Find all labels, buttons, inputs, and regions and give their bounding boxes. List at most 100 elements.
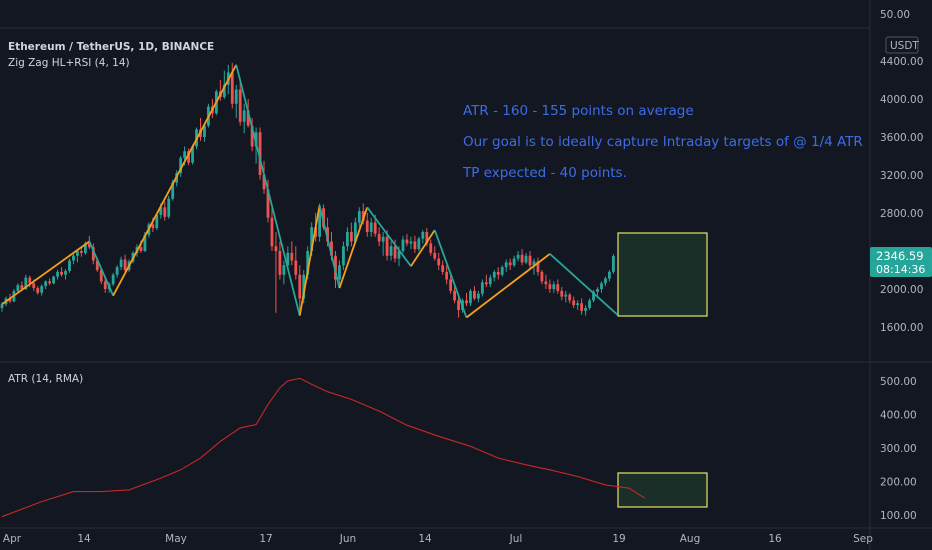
candle-body xyxy=(449,279,453,291)
candle-body xyxy=(294,260,298,275)
candle-body xyxy=(278,251,282,275)
zigzag-segment xyxy=(235,64,301,316)
candle-body xyxy=(532,261,536,266)
candle-body xyxy=(580,303,584,311)
candle-body xyxy=(326,227,329,242)
candle-body xyxy=(397,251,401,259)
target-box-price xyxy=(617,232,708,317)
time-tick-label: Aug xyxy=(680,533,701,545)
candle-body xyxy=(230,72,234,104)
zigzag-segment xyxy=(112,64,238,297)
candle-body xyxy=(465,300,468,304)
candle-body xyxy=(488,277,492,285)
candle-body xyxy=(600,283,603,289)
candle-body xyxy=(250,125,254,147)
candle-body xyxy=(453,290,456,301)
candle-body xyxy=(179,157,183,174)
candle-body xyxy=(111,274,115,285)
price-tick-label: 1600.00 xyxy=(880,322,923,334)
candle-body xyxy=(524,255,528,263)
candle-body xyxy=(24,277,28,289)
zigzag-segment xyxy=(465,253,551,319)
candle-body xyxy=(504,262,508,268)
time-tick-label: 14 xyxy=(77,533,91,545)
candle-body xyxy=(298,274,302,299)
candle-body xyxy=(373,222,377,234)
time-tick-label: Sep xyxy=(853,533,873,545)
candle-body xyxy=(353,222,357,242)
candle-body xyxy=(40,286,44,293)
zigzag-segment xyxy=(549,253,618,316)
candle-body xyxy=(560,290,564,297)
candle-body xyxy=(437,258,441,266)
candle-body xyxy=(588,300,591,308)
candle-body xyxy=(143,234,147,251)
price-tag-value: 2346.59 xyxy=(876,249,924,263)
candle-body xyxy=(68,260,71,271)
candle-body xyxy=(318,208,321,237)
candle-body xyxy=(44,281,48,287)
candle-body xyxy=(429,243,433,253)
price-tick-label: 4400.00 xyxy=(880,56,923,68)
candle-body xyxy=(64,270,67,275)
candle-body xyxy=(552,284,556,289)
zigzag-segment xyxy=(410,229,436,267)
candle-body xyxy=(32,283,36,289)
time-tick-label: Jun xyxy=(339,533,356,545)
candle-body xyxy=(381,236,385,242)
candle-body xyxy=(91,247,95,261)
candle-body xyxy=(445,271,449,280)
candle-body xyxy=(425,232,429,244)
candle-body xyxy=(492,271,496,278)
candle-body xyxy=(222,84,226,98)
zigzag-segment xyxy=(338,207,369,289)
candle-body xyxy=(322,208,325,228)
candle-body xyxy=(389,246,393,256)
candle-body xyxy=(139,247,143,251)
zigzag-segment xyxy=(1,240,90,305)
price-tick-label: 2000.00 xyxy=(880,284,923,296)
candle-body xyxy=(592,291,595,301)
candle-body xyxy=(377,233,381,242)
time-tick-label: 16 xyxy=(768,533,782,545)
atr-pane-title: ATR (14, RMA) xyxy=(8,373,83,385)
candle-body xyxy=(266,189,270,218)
annotation-tp: TP expected - 40 points. xyxy=(462,165,627,181)
candle-body xyxy=(365,220,369,232)
candle-body xyxy=(413,241,417,250)
candle-body xyxy=(528,255,532,266)
candle-body xyxy=(274,246,278,251)
candle-body xyxy=(123,259,127,270)
candle-body xyxy=(234,89,238,104)
time-tick-label: 19 xyxy=(612,533,625,545)
candle-body xyxy=(203,125,206,137)
price-tick-label: 3200.00 xyxy=(880,170,923,182)
candle-body xyxy=(95,260,99,270)
candle-body xyxy=(480,282,484,294)
candle-body xyxy=(409,241,413,244)
candle-body xyxy=(401,239,405,251)
currency-badge[interactable]: USDT xyxy=(885,36,919,54)
atr-tick-label: 400.00 xyxy=(880,410,917,422)
candle-body xyxy=(115,267,119,275)
annotation-goal: Our goal is to ideally capture Intraday … xyxy=(463,134,863,150)
candle-body xyxy=(52,276,56,284)
candle-body xyxy=(345,232,349,247)
zigzag-segment xyxy=(433,229,468,318)
candle-body xyxy=(87,243,91,248)
candle-body xyxy=(76,251,79,256)
candle-body xyxy=(608,271,611,279)
candle-body xyxy=(191,146,194,163)
candle-body xyxy=(393,246,397,259)
candle-body xyxy=(119,259,123,268)
candle-body xyxy=(357,211,361,223)
zigzag-lines xyxy=(1,64,618,319)
price-tick-label: 3600.00 xyxy=(880,132,923,144)
candle-body xyxy=(520,254,524,263)
candle-body xyxy=(183,151,187,158)
candle-body xyxy=(441,265,445,272)
candle-body xyxy=(469,290,472,304)
atr-tick-label: 500.00 xyxy=(880,376,917,388)
time-tick-label: May xyxy=(165,533,187,545)
